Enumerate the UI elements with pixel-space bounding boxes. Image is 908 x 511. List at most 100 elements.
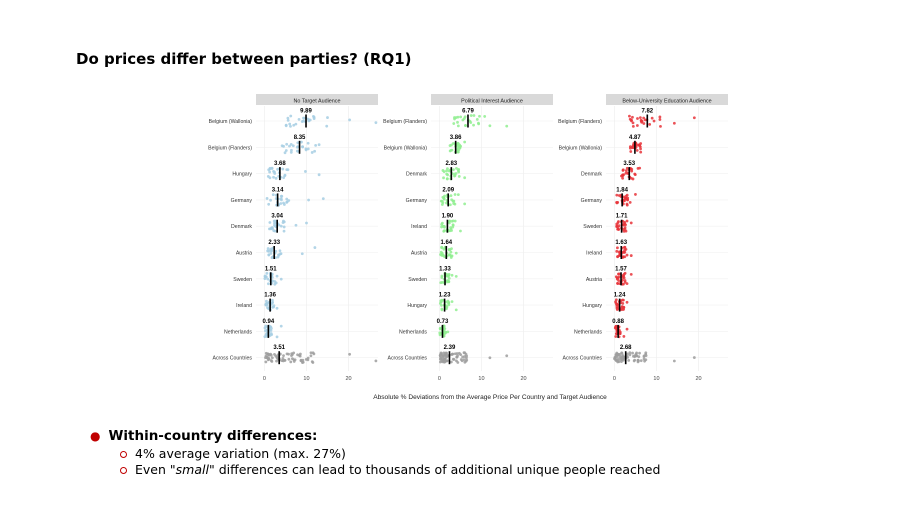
data-point — [271, 226, 274, 230]
data-point — [620, 351, 624, 355]
data-point — [287, 357, 291, 361]
data-point — [306, 141, 310, 145]
row-label: Ireland — [586, 251, 602, 257]
data-point — [442, 176, 445, 180]
row-label: Hungary — [582, 303, 602, 309]
data-point — [625, 253, 629, 257]
data-point — [292, 123, 296, 127]
data-point — [272, 175, 275, 179]
x-tick-label: 10 — [303, 376, 309, 382]
mean-value-label: 1.23 — [439, 293, 451, 299]
data-point — [270, 275, 274, 279]
data-point — [636, 360, 640, 364]
data-point — [306, 358, 310, 362]
mean-value-label: 2.33 — [268, 240, 280, 246]
data-point — [266, 249, 270, 253]
data-point — [658, 115, 662, 119]
data-point — [300, 252, 304, 256]
data-point — [270, 301, 274, 305]
data-point — [285, 200, 289, 204]
data-point — [629, 254, 633, 257]
sub-bullet-pre: Even — [135, 462, 166, 477]
data-point — [306, 117, 310, 121]
mean-value-label: 0.94 — [263, 319, 275, 325]
data-point — [447, 221, 451, 225]
data-point — [276, 255, 280, 259]
mean-value-label: 3.86 — [450, 135, 462, 141]
data-point — [280, 194, 284, 198]
data-point — [301, 360, 305, 364]
x-tick-label: 20 — [345, 376, 351, 382]
data-point — [275, 335, 279, 339]
data-point — [282, 176, 286, 180]
data-point — [283, 173, 287, 177]
data-point — [631, 124, 635, 128]
data-point — [440, 303, 443, 307]
data-point — [289, 360, 293, 364]
data-point — [282, 229, 286, 233]
data-point — [279, 277, 283, 281]
row-label: Denmark — [231, 224, 252, 230]
row-label: Hungary — [232, 172, 252, 178]
row-label: Netherlands — [224, 329, 252, 335]
data-point — [445, 201, 448, 205]
data-point — [280, 144, 284, 148]
mean-value-label: 2.09 — [442, 187, 454, 193]
data-point — [624, 171, 628, 175]
data-point — [488, 124, 492, 128]
data-point — [447, 274, 450, 278]
data-point — [446, 299, 450, 303]
data-point — [672, 359, 676, 363]
data-point — [615, 193, 619, 197]
row-label: Belgium (Flanders) — [558, 119, 602, 125]
data-point — [285, 197, 289, 201]
data-point — [617, 220, 620, 223]
data-point — [442, 247, 446, 251]
data-point — [291, 144, 295, 148]
data-point — [276, 167, 280, 171]
data-point — [456, 124, 460, 128]
sub-bullet-list: 4% average variation (max. 27%) Even "sm… — [120, 446, 660, 478]
data-point — [658, 118, 662, 121]
data-point — [445, 305, 449, 309]
row-label: Austria — [586, 277, 602, 283]
sub-bullet-variation-text: 4% average variation (max. 27%) — [135, 446, 346, 461]
data-point — [313, 246, 317, 249]
data-point — [445, 177, 449, 181]
panel-title: Below-University Education Audience — [622, 99, 711, 105]
data-point — [268, 334, 272, 337]
data-point — [271, 193, 275, 197]
x-axis-label: Absolute % Deviations from the Average P… — [373, 394, 607, 401]
data-point — [630, 118, 633, 122]
mean-value-label: 3.53 — [623, 161, 635, 167]
data-point — [652, 119, 656, 123]
data-point — [274, 249, 278, 253]
data-point — [447, 276, 451, 280]
row-label: Belgium (Wallonia) — [384, 145, 428, 151]
data-point — [450, 254, 454, 258]
mean-value-label: 1.57 — [615, 266, 627, 272]
data-point — [615, 308, 619, 311]
data-point — [621, 354, 625, 358]
data-point — [275, 356, 279, 360]
mean-value-label: 0.73 — [437, 319, 449, 325]
mean-value-label: 1.90 — [442, 214, 454, 220]
data-point — [475, 117, 479, 121]
data-point — [453, 352, 457, 356]
data-point — [290, 357, 294, 361]
mean-value-label: 6.79 — [462, 109, 474, 115]
row-label: Austria — [411, 251, 427, 257]
data-point — [459, 115, 463, 119]
data-point — [304, 170, 307, 173]
row-label: Across Countries — [213, 356, 253, 362]
data-point — [456, 120, 459, 124]
data-point — [281, 167, 285, 171]
data-point — [439, 253, 442, 256]
data-point — [639, 119, 643, 123]
data-point — [440, 276, 444, 279]
bullet-dot-icon: ● — [90, 429, 101, 443]
data-point — [621, 176, 625, 180]
data-point — [629, 221, 633, 225]
data-point — [616, 246, 619, 250]
data-point — [290, 148, 293, 152]
